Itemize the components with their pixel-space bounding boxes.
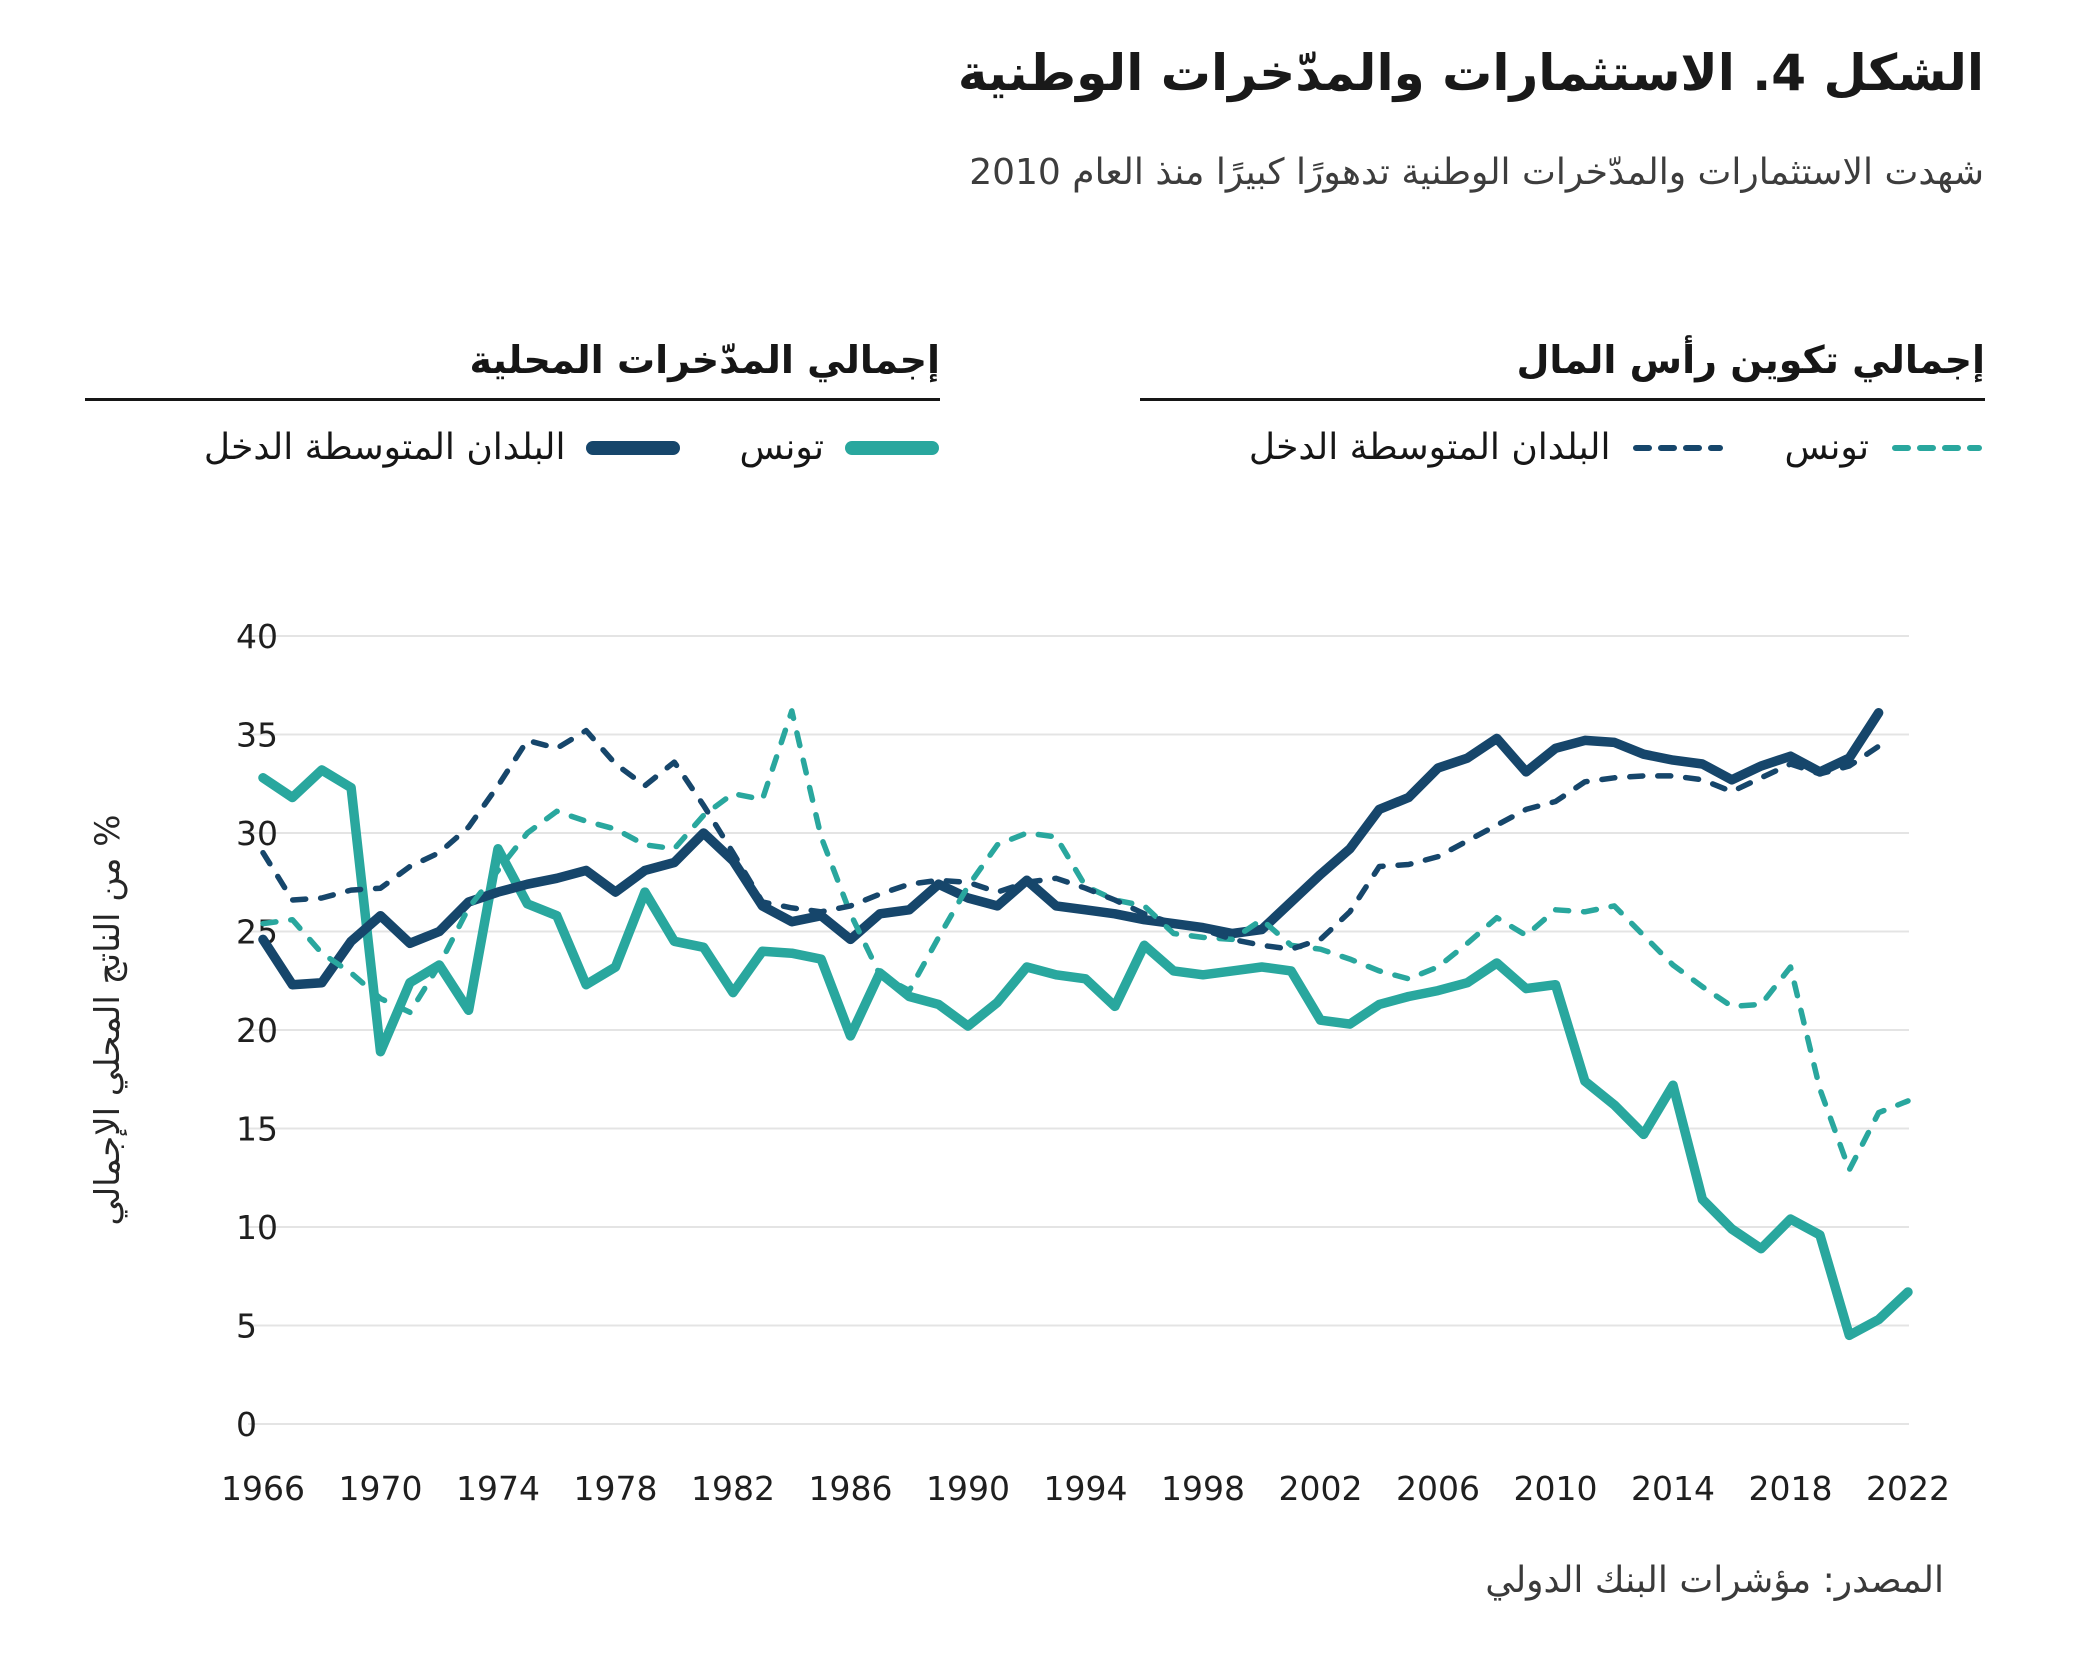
- y-tick-label: 10: [236, 1208, 278, 1247]
- legend-group-title-capital-formation: إجمالي تكوين رأس المال: [1140, 338, 1985, 401]
- x-tick-label: 1990: [926, 1469, 1010, 1508]
- y-tick-label: 20: [236, 1011, 278, 1050]
- y-tick-label: 15: [236, 1110, 278, 1149]
- legend-entry-tunisia-savings: تونس: [739, 427, 940, 468]
- legend-entry-mic-capital-formation: البلدان المتوسطة الدخل: [1249, 427, 1727, 468]
- y-tick-label: 35: [236, 716, 278, 755]
- legend-label-middle-income-countries: البلدان المتوسطة الدخل: [203, 427, 566, 468]
- x-tick-label: 1982: [691, 1469, 775, 1508]
- x-tick-label: 2014: [1631, 1469, 1715, 1508]
- x-tick-label: 2022: [1866, 1469, 1950, 1508]
- legend-entries-capital-formation: تونس البلدان المتوسطة الدخل: [1140, 427, 1985, 468]
- legend-entry-mic-savings: البلدان المتوسطة الدخل: [204, 427, 682, 468]
- legend-entries-savings: تونس البلدان المتوسطة الدخل: [85, 427, 940, 468]
- figure-title: الشكل 4. الاستثمارات والمدّخرات الوطنية: [957, 44, 1984, 102]
- legend-group-capital-formation: إجمالي تكوين رأس المال تونس البلدان المت…: [1140, 338, 1985, 468]
- y-axis-title: % من الناتج المحلي الإجمالي: [88, 814, 128, 1226]
- dashed-teal-line-swatch-icon: [1892, 444, 1982, 451]
- legend-entry-tunisia-capital-formation: تونس: [1784, 427, 1985, 468]
- y-tick-label: 0: [236, 1405, 257, 1444]
- y-tick-label: 40: [236, 617, 278, 656]
- solid-navy-line-swatch-icon: [586, 440, 681, 455]
- series-tunisia-savings: [258, 765, 1913, 1341]
- x-tick-label: 1970: [339, 1469, 423, 1508]
- source-note: المصدر: مؤشرات البنك الدولي: [1485, 1560, 1944, 1601]
- x-tick-label: 1998: [1161, 1469, 1245, 1508]
- solid-teal-line-swatch-icon: [845, 440, 939, 455]
- x-tick-label: 1978: [574, 1469, 658, 1508]
- series-mic-savings: [258, 708, 1884, 990]
- x-tick-label: 2006: [1396, 1469, 1480, 1508]
- x-tick-label: 2010: [1514, 1469, 1598, 1508]
- x-tick-label: 2018: [1749, 1469, 1833, 1508]
- x-tick-label: 1986: [809, 1469, 893, 1508]
- legend-label-middle-income-countries: البلدان المتوسطة الدخل: [1248, 427, 1611, 468]
- x-tick-label: 1966: [221, 1469, 305, 1508]
- legend-group-title-savings: إجمالي المدّخرات المحلية: [85, 338, 940, 401]
- legend-label-tunisia: تونس: [1784, 427, 1869, 468]
- series-tunisia-capital-formation: [260, 708, 1911, 1173]
- figure-subtitle: شهدت الاستثمارات والمدّخرات الوطنية تدهو…: [969, 152, 1984, 193]
- x-tick-label: 1974: [456, 1469, 540, 1508]
- legend-label-tunisia: تونس: [739, 427, 824, 468]
- x-tick-label: 1994: [1044, 1469, 1128, 1508]
- legend-group-savings: إجمالي المدّخرات المحلية تونس البلدان ال…: [85, 338, 940, 468]
- series-mic-capital-formation: [260, 727, 1882, 952]
- x-tick-label: 2002: [1279, 1469, 1363, 1508]
- y-tick-label: 5: [236, 1307, 257, 1346]
- y-tick-label: 30: [236, 814, 278, 853]
- dashed-navy-line-swatch-icon: [1633, 444, 1724, 451]
